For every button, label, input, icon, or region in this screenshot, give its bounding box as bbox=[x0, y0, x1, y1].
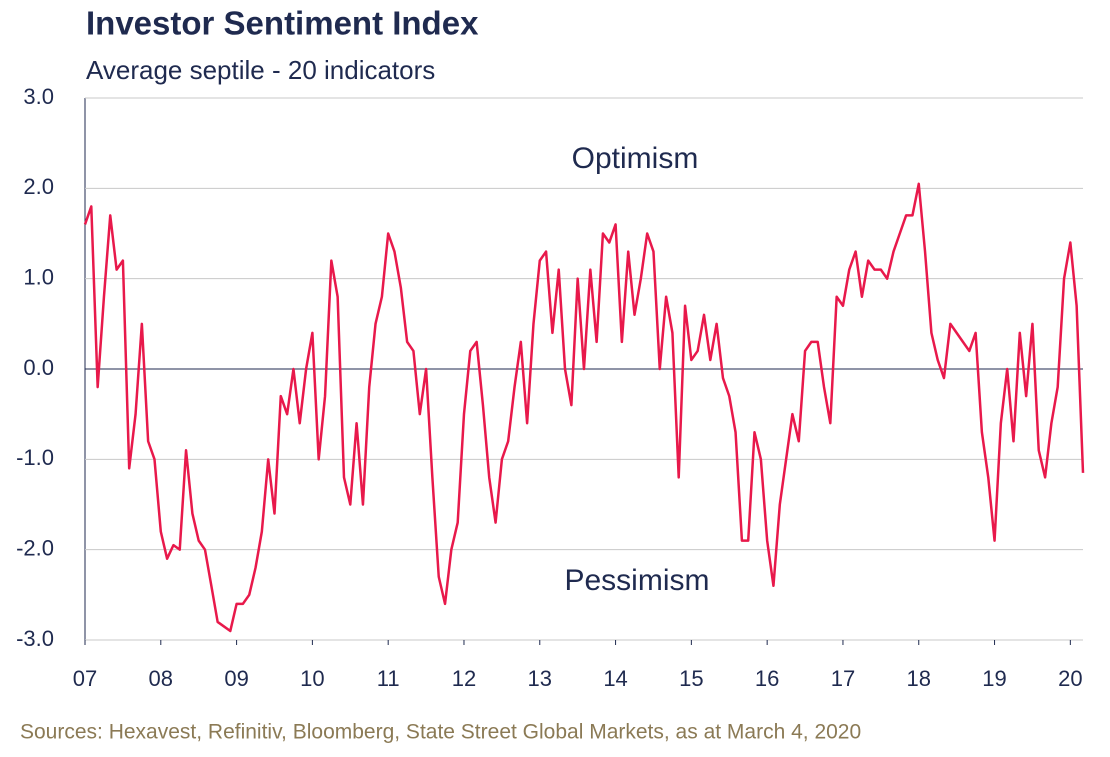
x-tick-label: 18 bbox=[907, 666, 931, 691]
x-tick-label: 10 bbox=[300, 666, 324, 691]
x-tick-label: 19 bbox=[982, 666, 1006, 691]
x-tick-label: 15 bbox=[679, 666, 703, 691]
annotation: Optimism bbox=[572, 142, 699, 175]
y-tick-label: 0.0 bbox=[23, 355, 54, 380]
x-tick-label: 16 bbox=[755, 666, 779, 691]
x-tick-label: 07 bbox=[73, 666, 97, 691]
chart-title: Investor Sentiment Index bbox=[86, 5, 479, 42]
x-tick-label: 20 bbox=[1058, 666, 1082, 691]
x-tick-label: 14 bbox=[603, 666, 627, 691]
y-tick-label: -3.0 bbox=[16, 626, 54, 651]
x-tick-label: 11 bbox=[377, 666, 400, 691]
y-tick-label: 3.0 bbox=[23, 84, 54, 109]
y-tick-label: -2.0 bbox=[16, 535, 54, 560]
x-tick-label: 08 bbox=[149, 666, 173, 691]
y-tick-label: 2.0 bbox=[23, 174, 54, 199]
x-tick-label: 13 bbox=[528, 666, 552, 691]
chart-subtitle: Average septile - 20 indicators bbox=[86, 55, 435, 85]
source-note: Sources: Hexavest, Refinitiv, Bloomberg,… bbox=[20, 721, 861, 744]
y-tick-label: -1.0 bbox=[16, 445, 54, 470]
x-tick-label: 09 bbox=[224, 666, 248, 691]
annotation: Pessimism bbox=[564, 564, 709, 597]
x-tick-label: 17 bbox=[831, 666, 855, 691]
sentiment-line bbox=[83, 182, 1085, 633]
x-tick-label: 12 bbox=[452, 666, 476, 691]
y-tick-label: 1.0 bbox=[23, 264, 54, 289]
